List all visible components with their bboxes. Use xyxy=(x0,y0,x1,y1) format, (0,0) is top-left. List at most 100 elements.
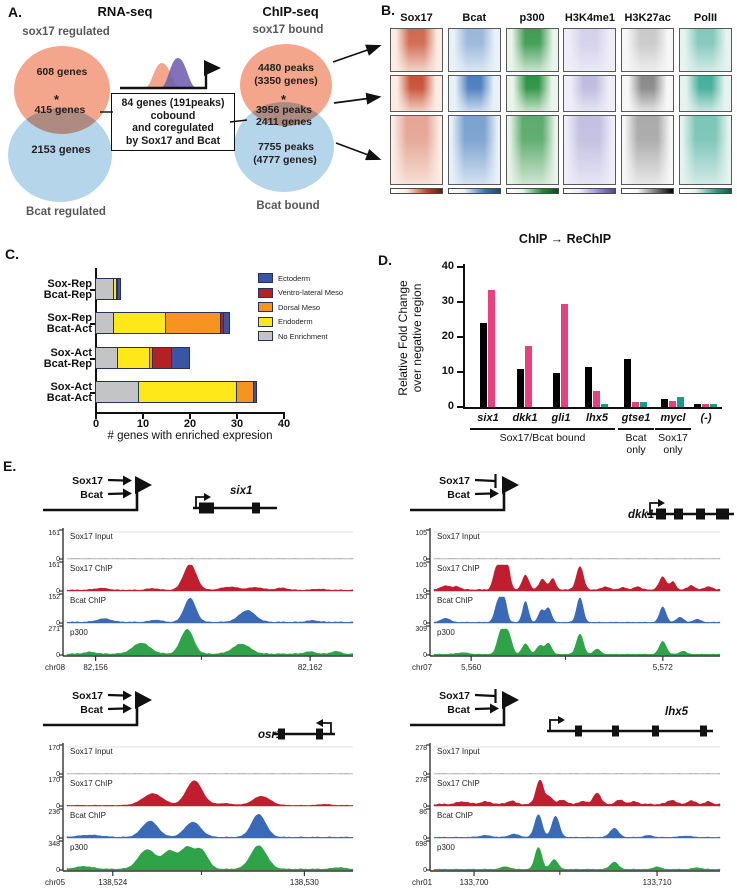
d-group-underline xyxy=(470,428,615,430)
browser-x-tick-label: 133,700 xyxy=(460,878,489,887)
chipseq-title: ChIP-seq xyxy=(262,4,319,19)
heatmap-cell-bcat-row1 xyxy=(447,28,501,72)
bcat-activate-arrowhead xyxy=(123,703,132,714)
heatmap-signal-stripe xyxy=(391,29,442,71)
c-category-tick xyxy=(90,392,95,394)
track-signal-bcat-chip xyxy=(66,814,354,839)
gene-exon xyxy=(199,502,214,514)
panel-e-label: E. xyxy=(3,458,17,474)
arrow-to-heatmap-row2 xyxy=(333,92,382,105)
heatmap-cell-h3k4me1-row2 xyxy=(563,75,617,112)
browser-x-tick-label: 82,156 xyxy=(83,663,108,672)
gene-exon xyxy=(278,728,285,740)
gene-name-label: six1 xyxy=(230,485,252,497)
venn-sox17-bound-label: sox17 bound xyxy=(252,24,324,36)
d-bar-gtse1-rechip-pink xyxy=(632,401,639,407)
arrow-to-heatmap-row1 xyxy=(332,44,382,63)
c-legend-item: Ventro-lateral Meso xyxy=(258,287,343,298)
c-category-tick xyxy=(90,358,95,360)
track-label: Sox17 Input xyxy=(437,747,480,756)
venn-3350-genes: (3350 genes) xyxy=(254,75,318,87)
track-signal-sox17-chip xyxy=(433,564,721,592)
track-label: p300 xyxy=(70,843,88,852)
heatmap-signal-stripe xyxy=(448,76,500,111)
c-legend-item: Endoderm xyxy=(258,316,313,327)
c-category-tick xyxy=(90,289,95,291)
heatmap-colorscale-bcat xyxy=(447,188,501,194)
venn-bcat-regulated-circle xyxy=(8,108,112,202)
gene-tss-arrowhead xyxy=(558,716,565,724)
heatmap-cell-p300-row2 xyxy=(505,75,559,112)
track-max-value: 105 xyxy=(415,530,427,537)
d-y-tick-label: 20 xyxy=(441,330,454,342)
track-max-value: 170 xyxy=(48,745,60,752)
track-max-value: 105 xyxy=(415,562,427,569)
venn-4480-peaks: 4480 peaks xyxy=(257,62,315,74)
sox17-activate-arrowhead xyxy=(123,475,132,486)
track-signal-p300 xyxy=(66,628,354,656)
track-zero-value: 0 xyxy=(56,588,60,595)
heatmap-signal-stripe xyxy=(622,116,674,184)
c-bar-3 xyxy=(95,347,191,369)
gene-name-label: dkk1 xyxy=(628,509,654,521)
sox17-regulator-label: Sox17 xyxy=(439,690,470,702)
heatmap-header-polii: PolII xyxy=(693,12,718,24)
track-zero-value: 0 xyxy=(423,803,427,810)
cartoon-promoter-arrowhead xyxy=(204,60,221,76)
bcat-activate-arrow xyxy=(107,707,125,711)
d-y-tick-label: 30 xyxy=(441,295,454,307)
track-label: Sox17 ChIP xyxy=(70,564,113,573)
sox17-regulator-label: Sox17 xyxy=(439,475,470,487)
track-zero-value: 0 xyxy=(423,867,427,874)
d-bar-gli1-rechip-pink xyxy=(561,304,568,407)
d-bar-six1-rechip-pink xyxy=(488,289,495,407)
c-legend-label: Endoderm xyxy=(278,317,313,326)
track-zero-value: 0 xyxy=(423,620,427,627)
track-label: Sox17 ChIP xyxy=(437,564,480,573)
c-legend-label: Ectoderm xyxy=(278,273,311,283)
gene-exon xyxy=(696,508,705,520)
bcat-activate-arrowhead xyxy=(490,488,499,499)
bcat-activate-arrowhead xyxy=(490,703,499,714)
heatmap-colorscale-h3k27ac xyxy=(621,188,675,194)
gene-exon xyxy=(700,725,707,737)
d-bar-gli1-sox17-chip xyxy=(553,372,560,407)
track-label: Sox17 Input xyxy=(437,532,480,541)
track-signal-bcat-chip xyxy=(433,596,721,624)
c-bar-segment-no-enrichment xyxy=(95,312,115,334)
sox17-activate-arrow xyxy=(107,478,125,482)
track-max-value: 152 xyxy=(48,594,60,601)
venn-608-genes: 608 genes xyxy=(36,66,88,78)
gene-exon xyxy=(252,502,260,514)
d-y-axis xyxy=(463,264,466,409)
c-bar-segment-endoderm xyxy=(112,312,167,334)
d-bar-six1-sox17-chip xyxy=(480,323,487,407)
c-legend-item: Ectoderm xyxy=(258,273,310,283)
c-x-axis xyxy=(95,412,285,414)
cobound-line-4: by Sox17 and Bcat xyxy=(125,134,221,147)
track-signal-bcat-chip xyxy=(433,814,721,839)
arrow-to-heatmap-row3 xyxy=(335,142,382,161)
cobound-line-3: and coregulated xyxy=(132,122,214,134)
c-x-tick xyxy=(236,414,238,419)
c-bar-segment-ectoderm xyxy=(223,312,231,334)
track-max-value: 271 xyxy=(48,626,60,633)
gene-exon xyxy=(652,725,659,737)
chromosome-label: chr08 xyxy=(45,663,66,672)
panel-b-label: B. xyxy=(381,2,395,18)
venn-2411-genes: 2411 genes xyxy=(255,116,313,128)
c-x-tick-label: 10 xyxy=(136,418,150,430)
gene-exon xyxy=(316,728,323,740)
c-legend-swatch xyxy=(258,331,273,341)
heatmap-cell-polii-row1 xyxy=(679,28,732,72)
venn-left-star: * xyxy=(54,92,60,107)
c-bar-segment-dorsal-meso xyxy=(235,381,255,403)
bcat-activate-arrowhead xyxy=(123,488,132,499)
heatmap-cell-polii-row3 xyxy=(679,115,732,185)
venn-bcat-bound-label: Bcat bound xyxy=(256,200,320,212)
heatmap-colorscale-sox17 xyxy=(390,188,443,194)
bcat-regulator-label: Bcat xyxy=(447,704,470,716)
track-max-value: 170 xyxy=(48,777,60,784)
heatmap-signal-stripe xyxy=(506,116,558,184)
